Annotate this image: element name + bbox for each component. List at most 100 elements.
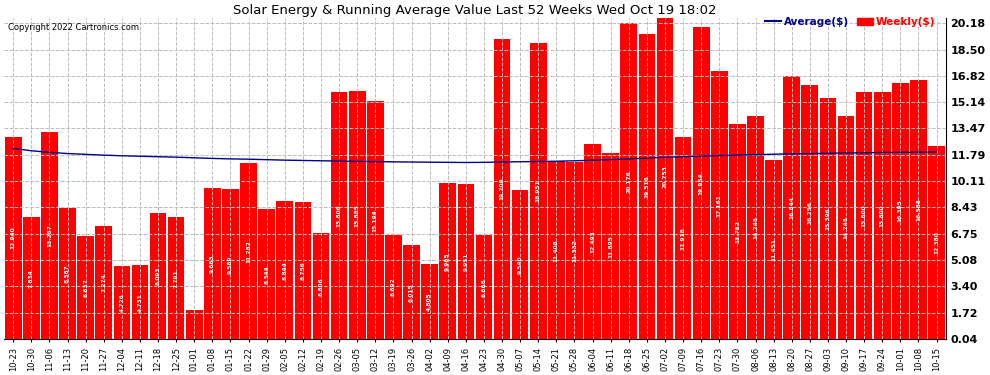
Bar — [313, 233, 330, 340]
Bar — [241, 163, 256, 340]
Text: 8.844: 8.844 — [282, 261, 287, 280]
Text: 16.256: 16.256 — [807, 201, 813, 223]
Text: 18.951: 18.951 — [536, 180, 541, 203]
Text: 7.834: 7.834 — [29, 269, 34, 288]
Bar — [874, 92, 891, 340]
Bar — [475, 235, 492, 340]
Bar — [204, 188, 221, 340]
Text: 9.663: 9.663 — [210, 255, 215, 273]
Bar — [512, 190, 529, 340]
Bar — [422, 264, 438, 340]
Text: 19.954: 19.954 — [699, 172, 704, 195]
Bar — [838, 116, 854, 340]
Text: 15.194: 15.194 — [373, 209, 378, 232]
Bar — [59, 208, 76, 340]
Text: 9.540: 9.540 — [518, 256, 523, 274]
Text: 16.844: 16.844 — [789, 196, 794, 219]
Text: 14.248: 14.248 — [843, 216, 848, 239]
Text: 15.800: 15.800 — [880, 204, 885, 227]
Bar — [892, 82, 909, 340]
Bar — [331, 92, 347, 340]
Bar — [42, 132, 57, 340]
Text: 7.274: 7.274 — [101, 273, 106, 292]
Text: 12.940: 12.940 — [11, 227, 16, 249]
Bar — [168, 217, 184, 340]
Bar — [548, 161, 564, 340]
Legend: Average($), Weekly($): Average($), Weekly($) — [765, 17, 936, 27]
Text: 20.176: 20.176 — [627, 170, 632, 193]
Text: 20.753: 20.753 — [662, 166, 667, 188]
Bar — [765, 160, 782, 340]
Text: 16.395: 16.395 — [898, 200, 903, 222]
Bar — [747, 116, 764, 340]
Bar — [114, 266, 130, 340]
Bar — [494, 39, 511, 340]
Bar — [693, 27, 710, 340]
Bar — [276, 201, 293, 340]
Text: 11.332: 11.332 — [572, 239, 577, 262]
Text: 6.015: 6.015 — [409, 283, 414, 302]
Text: 6.692: 6.692 — [391, 278, 396, 297]
Text: 12.380: 12.380 — [934, 231, 940, 254]
Bar — [711, 70, 728, 340]
Bar — [656, 14, 673, 340]
Text: 19.200: 19.200 — [500, 178, 505, 200]
Text: 11.451: 11.451 — [771, 238, 776, 261]
Text: 6.668: 6.668 — [481, 278, 486, 297]
Bar — [403, 245, 420, 340]
Bar — [802, 85, 818, 340]
Text: 13.257: 13.257 — [47, 224, 51, 247]
Text: 15.806: 15.806 — [337, 204, 342, 227]
Text: 11.895: 11.895 — [608, 235, 613, 258]
Bar — [95, 226, 112, 340]
Bar — [258, 209, 275, 340]
Text: 13.752: 13.752 — [735, 220, 740, 243]
Bar — [457, 184, 474, 340]
Bar — [729, 124, 745, 340]
Bar — [5, 137, 22, 340]
Bar — [621, 23, 638, 340]
Bar — [820, 98, 837, 340]
Bar — [132, 266, 148, 340]
Text: 15.885: 15.885 — [354, 204, 359, 226]
Text: Copyright 2022 Cartronics.com: Copyright 2022 Cartronics.com — [8, 23, 139, 32]
Text: 7.791: 7.791 — [173, 269, 178, 288]
Bar — [77, 236, 94, 340]
Text: 12.493: 12.493 — [590, 230, 595, 253]
Text: 12.918: 12.918 — [680, 227, 686, 250]
Text: 17.161: 17.161 — [717, 194, 722, 216]
Text: 11.408: 11.408 — [553, 239, 558, 262]
Bar — [584, 144, 601, 340]
Text: 19.516: 19.516 — [644, 175, 649, 198]
Bar — [385, 235, 402, 340]
Text: 9.589: 9.589 — [228, 255, 233, 274]
Bar — [149, 213, 166, 340]
Bar — [855, 92, 872, 340]
Text: 9.965: 9.965 — [446, 252, 450, 271]
Bar — [675, 137, 691, 340]
Text: 9.951: 9.951 — [463, 252, 468, 271]
Bar — [566, 162, 583, 340]
Title: Solar Energy & Running Average Value Last 52 Weeks Wed Oct 19 18:02: Solar Energy & Running Average Value Las… — [233, 4, 717, 17]
Text: 6.806: 6.806 — [319, 277, 324, 296]
Text: 8.756: 8.756 — [300, 262, 305, 280]
Bar — [348, 91, 365, 340]
Text: 8.093: 8.093 — [155, 267, 160, 285]
Text: 15.800: 15.800 — [861, 204, 866, 227]
Text: 8.387: 8.387 — [65, 264, 70, 283]
Bar — [639, 34, 655, 340]
Text: 4.726: 4.726 — [120, 293, 125, 312]
Text: 15.396: 15.396 — [826, 208, 831, 230]
Bar — [602, 153, 619, 340]
Text: 4.805: 4.805 — [427, 292, 432, 311]
Bar — [222, 189, 239, 340]
Bar — [367, 102, 384, 340]
Text: 11.282: 11.282 — [247, 240, 251, 262]
Bar — [929, 146, 944, 340]
Text: 4.731: 4.731 — [138, 293, 143, 312]
Text: 16.588: 16.588 — [916, 198, 921, 221]
Bar — [186, 310, 203, 340]
Text: 14.248: 14.248 — [753, 216, 758, 239]
Text: 8.344: 8.344 — [264, 265, 269, 284]
Bar — [295, 202, 311, 340]
